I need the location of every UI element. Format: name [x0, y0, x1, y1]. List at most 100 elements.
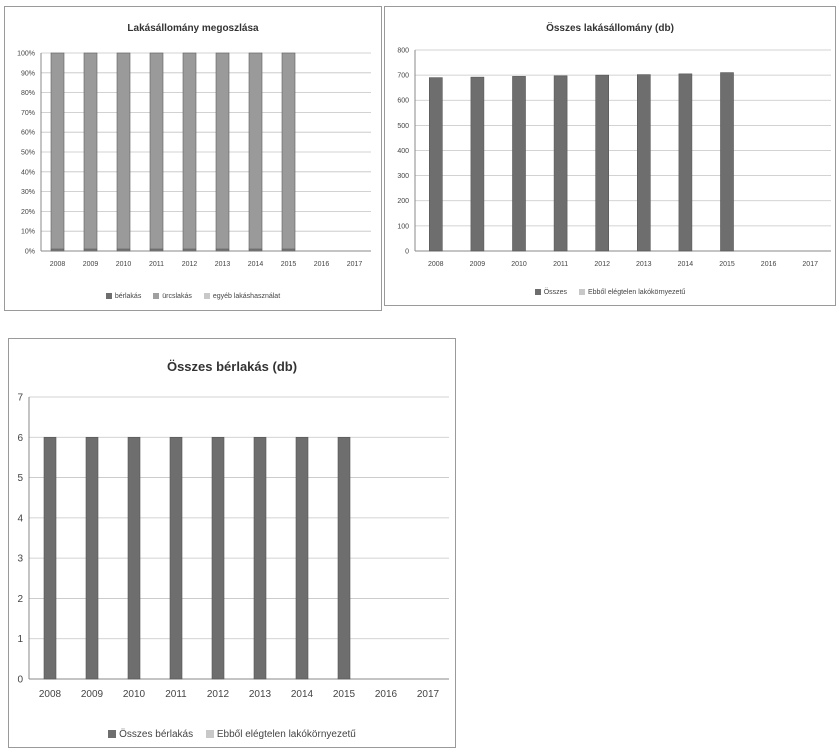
legend-label: Ebből elégtelen lakókörnyezetű — [216, 729, 356, 740]
x-tick-label: 2013 — [636, 261, 652, 268]
bar — [116, 52, 131, 250]
x-tick-label: 2015 — [719, 261, 735, 268]
bar — [637, 74, 651, 252]
bar — [678, 73, 693, 252]
y-tick-label: 20% — [21, 209, 35, 216]
chart-total-housing: Összes lakásállomány (db) 0 100 200 300 400 5… — [384, 6, 836, 306]
legend-item: bérlakás — [105, 293, 142, 300]
chart-legend: Összes bérlakás Ebből elégtelen lakókörn… — [9, 729, 455, 740]
bar — [169, 436, 183, 680]
x-tick-label: 2012 — [594, 261, 610, 268]
y-tick-label: 80% — [21, 90, 35, 97]
x-tick-label: 2011 — [149, 261, 164, 268]
legend-swatch — [203, 293, 210, 300]
bar — [182, 52, 197, 250]
legend-item: Ebből elégtelen lakókörnyezetű — [579, 289, 685, 296]
x-tick-label: 2009 — [83, 261, 99, 268]
y-tick-label: 60% — [21, 130, 35, 137]
bar — [470, 76, 485, 252]
legend-label: egyéb lakáshasználat — [212, 293, 281, 300]
x-tick-label: 2011 — [553, 261, 568, 268]
x-tick-label: 2012 — [182, 261, 198, 268]
bar — [83, 52, 98, 250]
x-tick-label: 2015 — [281, 261, 297, 268]
y-tick-label: 200 — [397, 198, 409, 205]
legend-swatch — [108, 730, 117, 739]
chart-plot: 0% 10% 20% 30% 40% 50% 60% 70% 80% 90% 100% 2008 200… — [17, 50, 371, 268]
y-tick-label: 300 — [397, 173, 409, 180]
x-tick-label: 2017 — [347, 261, 363, 268]
legend-label: Összes bérlakás — [119, 729, 194, 740]
legend-swatch — [579, 289, 585, 296]
y-tick-label: 3 — [17, 554, 23, 565]
x-tick-label: 2008 — [428, 261, 444, 268]
chart-plot: 0 100 200 300 400 500 600 700 800 2008 2009 2010 201… — [397, 47, 831, 268]
y-tick-label: 0 — [405, 248, 409, 255]
legend-label: ürcslakás — [162, 293, 192, 300]
legend-swatch — [105, 293, 112, 300]
x-tick-label: 2009 — [81, 689, 104, 700]
x-tick-label: 2008 — [50, 261, 66, 268]
bar — [512, 76, 526, 252]
x-tick-label: 2015 — [333, 689, 356, 700]
bar — [428, 77, 443, 252]
legend-item: egyéb lakáshasználat — [203, 293, 281, 300]
bar — [43, 436, 57, 680]
x-tick-label: 2017 — [417, 689, 440, 700]
legend-swatch — [534, 289, 541, 296]
y-tick-label: 50% — [21, 149, 35, 156]
x-tick-label: 2012 — [207, 689, 230, 700]
legend-label: bérlakás — [114, 293, 142, 300]
chart-title: Összes bérlakás (db) — [166, 359, 298, 374]
bar — [720, 72, 734, 252]
legend-item: Összes bérlakás — [108, 729, 193, 740]
y-tick-label: 6 — [17, 433, 23, 444]
x-tick-label: 2014 — [678, 261, 694, 268]
y-tick-label: 400 — [397, 148, 409, 155]
y-tick-label: 70% — [21, 110, 35, 117]
x-tick-label: 2016 — [375, 689, 398, 700]
chart-housing-distribution: Lakásállomány megoszlása 0% 10% 20% 30% 40% 5… — [4, 6, 382, 311]
x-tick-label: 2013 — [249, 689, 272, 700]
y-tick-label: 40% — [21, 169, 35, 176]
chart-title: Összes lakásállomány (db) — [546, 23, 674, 34]
y-tick-label: 10% — [21, 229, 35, 236]
bar — [295, 436, 309, 680]
y-tick-label: 100% — [17, 50, 35, 57]
y-tick-label: 5 — [17, 473, 23, 484]
legend-swatch — [153, 293, 160, 300]
x-tick-label: 2017 — [802, 261, 818, 268]
legend-item: Összes — [534, 289, 568, 296]
chart-title: Lakásállomány megoszlása — [127, 23, 259, 34]
y-tick-label: 30% — [21, 189, 35, 196]
bar — [248, 52, 263, 250]
y-tick-label: 500 — [397, 123, 409, 130]
bar — [127, 436, 141, 680]
y-tick-label: 0 — [17, 675, 23, 686]
y-tick-label: 800 — [397, 47, 409, 54]
bar — [211, 436, 225, 680]
chart-legend: bérlakás ürcslakás egyéb lakáshasználat — [5, 293, 381, 300]
y-tick-label: 1 — [17, 634, 23, 645]
y-tick-label: 4 — [17, 513, 23, 524]
bar — [595, 74, 609, 252]
chart-plot: 0 1 2 3 4 5 6 7 2008 2009 2010 2011 2012 2013 2014 2015… — [17, 393, 449, 700]
bar — [85, 436, 99, 680]
x-tick-label: 2014 — [248, 261, 264, 268]
x-tick-label: 2008 — [39, 689, 62, 700]
y-tick-label: 2 — [17, 594, 23, 605]
bar — [50, 52, 65, 250]
x-tick-label: 2009 — [470, 261, 486, 268]
x-tick-label: 2014 — [291, 689, 314, 700]
legend-label: Összes — [543, 289, 568, 296]
chart-legend: Összes Ebből elégtelen lakókörnyezetű — [385, 289, 835, 296]
x-tick-label: 2013 — [215, 261, 231, 268]
y-tick-label: 700 — [397, 73, 409, 80]
legend-item: Ebből elégtelen lakókörnyezetű — [205, 729, 356, 740]
bar — [281, 52, 296, 250]
x-tick-label: 2016 — [761, 261, 777, 268]
y-tick-label: 0% — [25, 248, 35, 255]
legend-item: ürcslakás — [153, 293, 192, 300]
legend-swatch — [205, 730, 214, 739]
bar — [337, 436, 351, 680]
